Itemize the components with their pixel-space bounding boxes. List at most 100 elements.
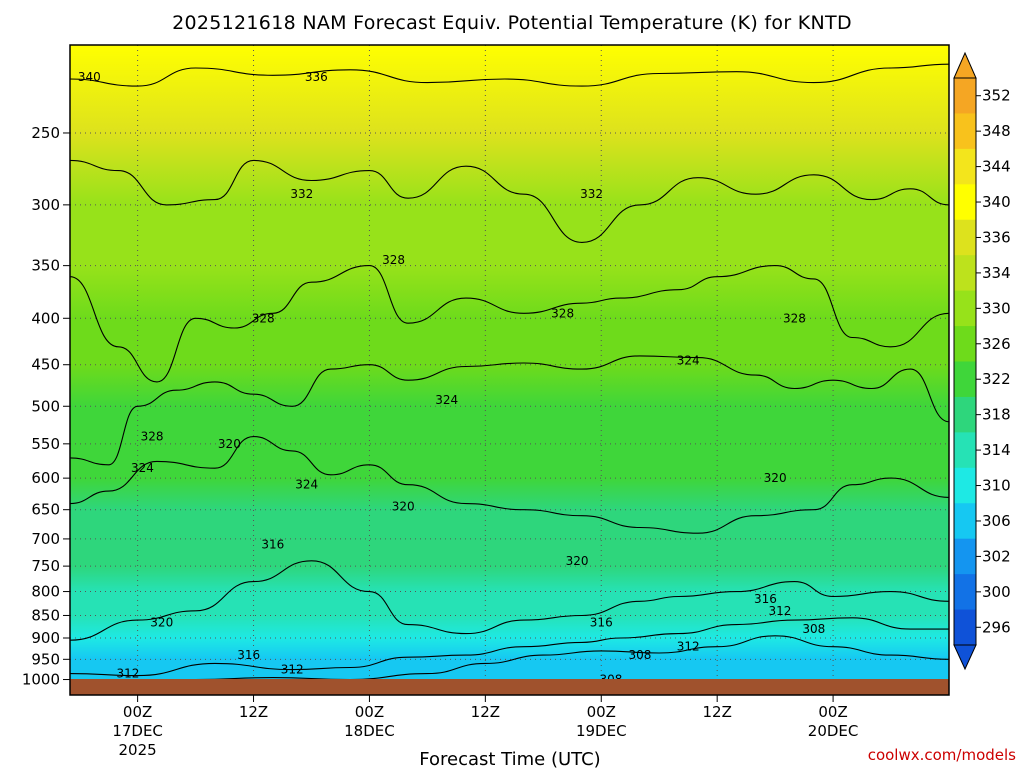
x-tick-label: 00Z [818,703,847,721]
x-tick-label: 12Z [702,703,731,721]
colorbar-label: 352 [982,87,1011,105]
y-tick-label: 400 [31,309,60,327]
contour-label: 320 [566,554,589,568]
colorbar-swatch [954,538,976,575]
colorbar-swatch [954,609,976,646]
colorbar-label: 330 [982,299,1011,317]
contour-328 [70,265,949,383]
contour-label: 308 [802,622,825,636]
y-tick-label: 550 [31,435,60,453]
colorbar-swatch [954,113,976,150]
x-tick-label: 12Z [471,703,500,721]
colorbar-swatch [954,78,976,114]
x-tick-date: 18DEC [344,722,395,740]
contour-label: 320 [764,471,787,485]
colorbar-label: 322 [982,370,1011,388]
colorbar-label: 296 [982,618,1011,636]
contour-label: 316 [590,615,613,629]
contour-label: 332 [580,187,603,201]
colorbar-swatch [954,290,976,327]
contour-332 [70,159,949,243]
x-tick-date: 19DEC [576,722,627,740]
y-tick-label: 800 [31,583,60,601]
contour-label: 328 [252,311,275,325]
plot-frame [69,44,950,696]
contour-308 [171,635,949,679]
contour-label: 308 [628,648,651,662]
plot-field [70,45,949,679]
colorbar-swatch [954,148,976,185]
colorbar-label: 348 [982,122,1011,140]
colorbar-label: 314 [982,441,1011,459]
contour-316 [70,560,949,641]
isotherm-contours [70,63,949,679]
colorbar: 352 348 344 340 336 334 330 326 322 318 314 310 306 3… [953,51,1011,671]
contour-label: 324 [677,353,700,367]
colorbar-label: 300 [982,583,1011,601]
colorbar-frame [953,77,977,646]
colorbar-swatch [954,467,976,504]
contour-label: 312 [281,663,304,677]
y-tick-label: 1000 [22,671,60,689]
contour-label: 320 [150,615,173,629]
x-tick-label: 00Z [587,703,616,721]
colorbar-label: 310 [982,477,1011,495]
colorbar-swatch [954,219,976,256]
y-tick-label: 250 [31,124,60,142]
grid-lines [70,45,949,679]
contour-label: 328 [551,306,574,320]
colorbar-label: 336 [982,228,1011,246]
contour-label: 312 [769,604,792,618]
x-tick-date: 20DEC [808,722,859,740]
y-tick-label: 300 [31,196,60,214]
x-tick-label: 12Z [239,703,268,721]
colorbar-label: 302 [982,547,1011,565]
contour-label: 320 [218,437,241,451]
colorbar-bottom-arrow [953,644,977,671]
colorbar-label: 334 [982,264,1011,282]
y-tick-label: 350 [31,257,60,275]
contour-labels: 340 336 332 332 328 328 328 328 328 324 324 324 324 3… [78,70,825,686]
pressure-axis: 250 300 350 400 450 500 550 600 650 700 750 800 850 9… [22,124,70,689]
x-axis-label: Forecast Time (UTC) [419,749,600,768]
contour-336 [70,63,949,87]
contour-label: 340 [78,70,101,84]
y-tick-label: 850 [31,606,60,624]
ground-surface [70,679,949,695]
contour-label: 332 [290,187,313,201]
contour-label: 328 [783,311,806,325]
contour-label: 316 [261,538,284,552]
y-tick-label: 900 [31,629,60,647]
y-tick-label: 950 [31,650,60,668]
contour-320 [70,436,949,534]
colorbar-swatch [954,184,976,221]
chart-title: 2025121618 NAM Forecast Equiv. Potential… [172,12,852,34]
contour-label: 320 [392,500,415,514]
colorbar-label: 306 [982,512,1011,530]
colorbar-swatch [954,326,976,362]
contour-312 [70,617,949,677]
colorbar-swatch [954,503,976,540]
colorbar-top-arrow [953,51,977,79]
contour-label: 328 [141,430,164,444]
contour-label: 316 [237,648,260,662]
x-tick-date: 17DEC [112,722,163,740]
y-tick-label: 750 [31,557,60,575]
contour-label: 312 [117,667,140,681]
colorbar-swatch [954,361,976,398]
colorbar-label: 340 [982,193,1011,211]
colorbar-label: 344 [982,158,1011,176]
contour-label: 336 [305,70,328,84]
colorbar-label: 318 [982,406,1011,424]
contour-label: 328 [382,253,405,267]
x-tick-label: 00Z [123,703,152,721]
contour-label: 324 [131,461,154,475]
contour-label: 324 [295,478,318,492]
contour-label: 312 [677,640,700,654]
colorbar-swatch [954,255,976,292]
colorbar-swatch [954,574,976,611]
y-tick-label: 500 [31,397,60,415]
colorbar-swatch [954,396,976,433]
